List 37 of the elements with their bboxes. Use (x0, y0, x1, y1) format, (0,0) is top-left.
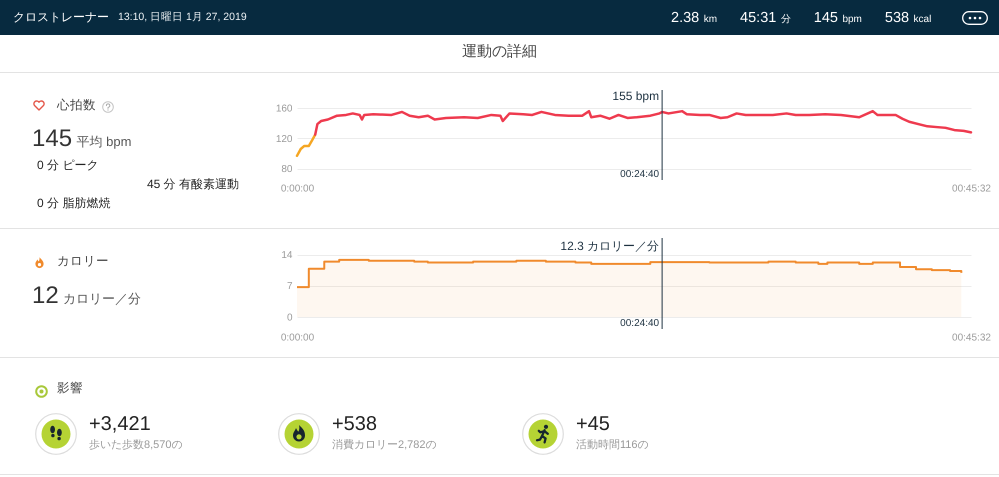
text: 歩いた歩数8,570の (89, 439, 183, 452)
text: 12 カロリー／分 (32, 282, 142, 309)
y-tick-label: 120 (276, 134, 293, 145)
y-tick-label: 0 (286, 312, 293, 324)
x-tick-label: 00:45:32 (952, 184, 992, 194)
text: 活動時間116の (576, 439, 649, 452)
text: 45:31 分 (740, 10, 791, 26)
y-tick-label: 80 (281, 164, 293, 176)
line-series (296, 133, 316, 158)
y-tick-label: 160 (276, 104, 293, 115)
x-tick-label: 0:00:00 (280, 184, 315, 194)
text: 2.38 km (671, 10, 718, 26)
text: クロストレーナー (13, 10, 109, 24)
text: 538 kcal (884, 10, 932, 26)
text: 運動の詳細 (461, 43, 538, 61)
text: カロリー (57, 254, 109, 268)
line-series (314, 110, 972, 136)
text: 0 分 ピーク (37, 158, 98, 172)
text: 45 分 有酸素運動 (147, 177, 240, 191)
text: 13:10, 日曜日 1月 27, 2019 (118, 11, 247, 24)
ref-line-label: 00:24:40 (620, 169, 660, 180)
x-tick-label: 00:45:32 (952, 332, 992, 344)
y-tick-label: 14 (281, 250, 293, 262)
ref-line-label: 00:24:40 (620, 318, 660, 329)
text: 心拍数 (57, 98, 96, 112)
text: 145 bpm (814, 10, 862, 26)
text: +45 (576, 412, 610, 436)
text: +3,421 (89, 412, 151, 436)
text: 0 分 脂肪燃焼 (37, 196, 110, 210)
text: 145 平均 bpm (32, 125, 132, 152)
y-tick-label: 7 (286, 281, 293, 292)
annotation: 12.3 カロリー／分 (560, 239, 660, 254)
text: 消費カロリー2,782の (332, 439, 437, 452)
text: +538 (332, 412, 378, 436)
x-tick-label: 0:00:00 (280, 332, 315, 344)
text: 影響 (57, 381, 83, 396)
annotation: 155 bpm (612, 88, 660, 103)
